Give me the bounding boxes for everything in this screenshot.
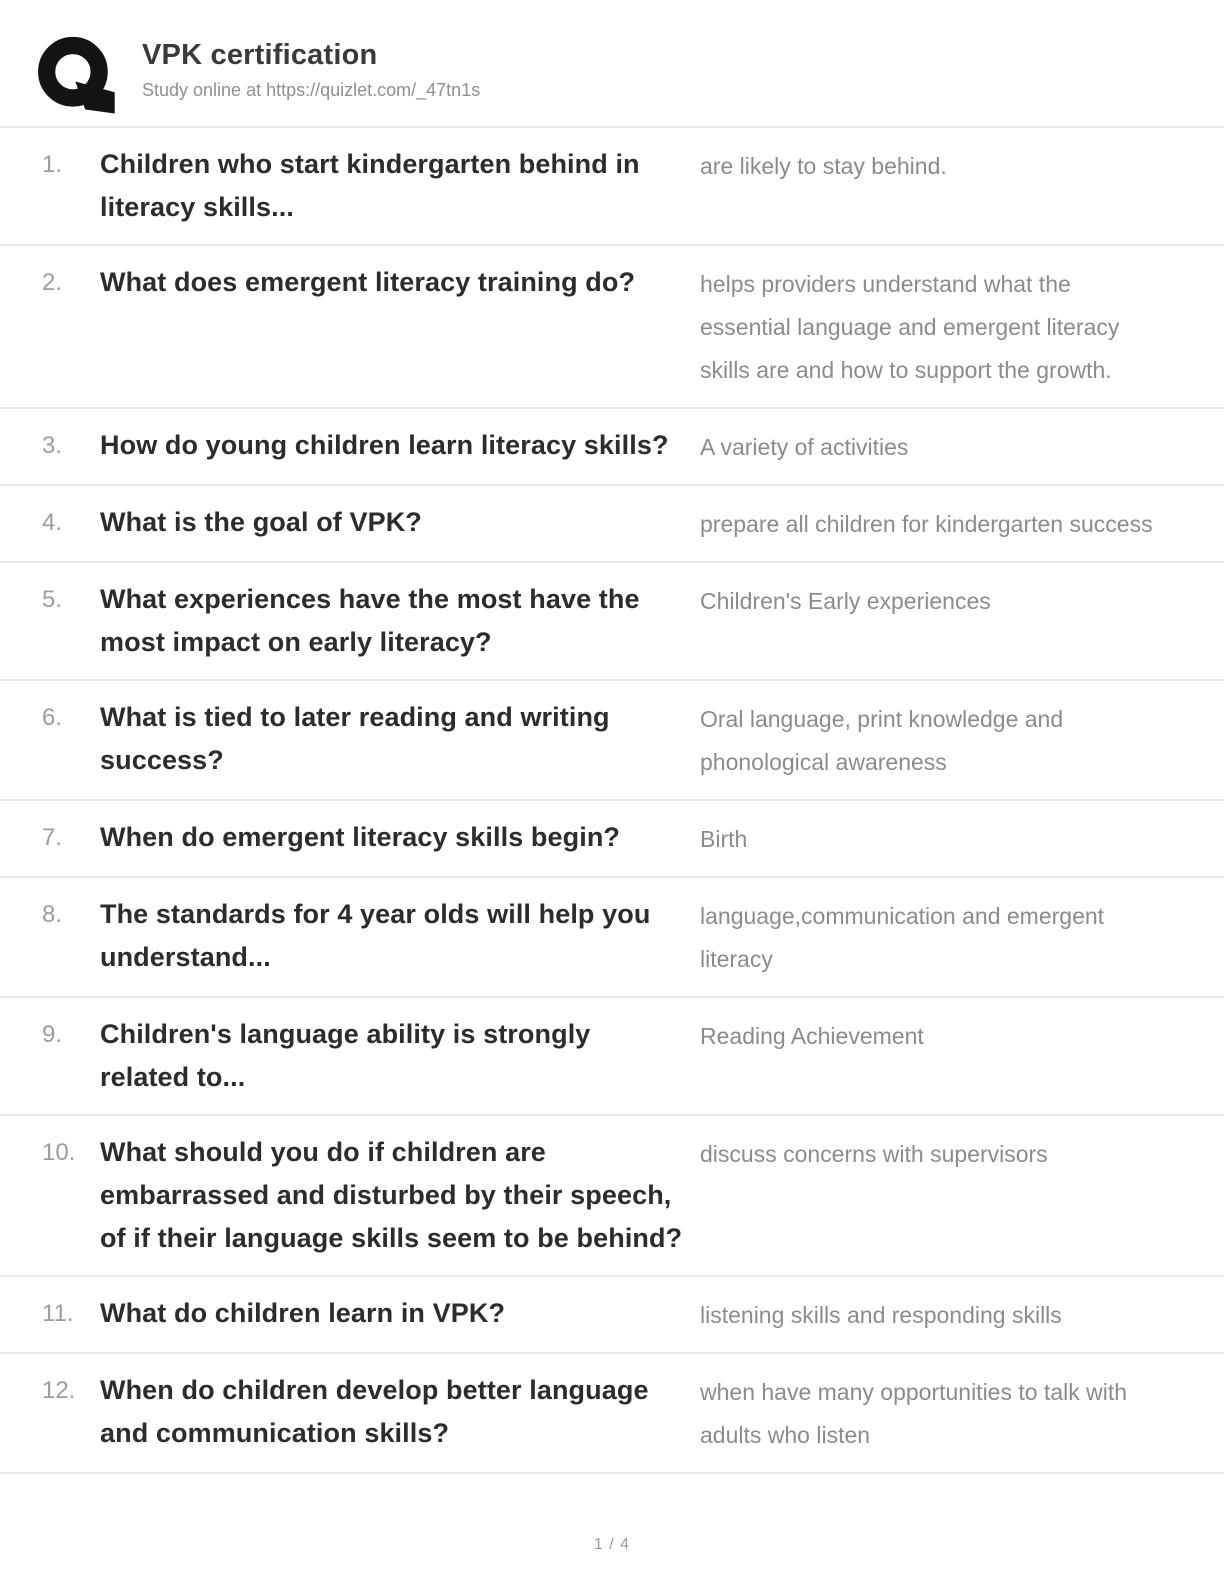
answer-text: Birth [700, 826, 748, 852]
qa-row: 12. When do children develop better lang… [0, 1354, 1224, 1474]
item-number: 1. [42, 151, 63, 178]
qa-row: 10. What should you do if children are e… [0, 1116, 1224, 1277]
answer-text: Oral language, print knowledge and phono… [700, 706, 1064, 775]
qa-row: 6. What is tied to later reading and wri… [0, 681, 1224, 801]
page-title: VPK certification [142, 39, 378, 71]
qa-row: 11. What do children learn in VPK? liste… [0, 1277, 1224, 1354]
quizlet-q-logo-icon [36, 34, 118, 116]
question-text: What should you do if children are embar… [100, 1137, 683, 1253]
qa-row: 5. What experiences have the most have t… [0, 563, 1224, 681]
answer-text: prepare all children for kindergarten su… [700, 511, 1153, 537]
answer-text: A variety of activities [700, 434, 909, 460]
item-number: 11. [42, 1300, 74, 1327]
item-number: 9. [42, 1021, 63, 1048]
question-text: What experiences have the most have the … [100, 584, 640, 657]
question-text: When do emergent literacy skills begin? [100, 822, 621, 852]
qa-list: 1. Children who start kindergarten behin… [0, 128, 1224, 1474]
page-number: 1 / 4 [593, 1536, 631, 1553]
answer-text: Children's Early experiences [700, 588, 991, 614]
qa-row: 3. How do young children learn literacy … [0, 409, 1224, 486]
qa-row: 1. Children who start kindergarten behin… [0, 128, 1224, 246]
title-block: VPK certification Study online at https:… [142, 34, 480, 101]
answer-text: listening skills and responding skills [700, 1302, 1062, 1328]
qa-row: 8. The standards for 4 year olds will he… [0, 878, 1224, 998]
qa-row: 2. What does emergent literacy training … [0, 246, 1224, 409]
qa-row: 9. Children's language ability is strong… [0, 998, 1224, 1116]
question-text: What is the goal of VPK? [100, 507, 422, 537]
question-text: How do young children learn literacy ski… [100, 430, 669, 460]
answer-text: Reading Achievement [700, 1023, 924, 1049]
item-number: 10. [42, 1139, 76, 1166]
question-text: Children's language ability is strongly … [100, 1019, 591, 1092]
question-text: What does emergent literacy training do? [100, 267, 636, 297]
item-number: 5. [42, 586, 63, 613]
answer-text: when have many opportunities to talk wit… [700, 1379, 1128, 1448]
question-text: When do children develop better language… [100, 1375, 649, 1448]
answer-text: discuss concerns with supervisors [700, 1141, 1048, 1167]
answer-text: helps providers understand what the esse… [700, 271, 1120, 383]
item-number: 8. [42, 901, 63, 928]
qa-row: 7. When do emergent literacy skills begi… [0, 801, 1224, 878]
item-number: 2. [42, 269, 63, 296]
question-text: What is tied to later reading and writin… [100, 702, 610, 775]
page-header: VPK certification Study online at https:… [0, 0, 1224, 128]
question-text: Children who start kindergarten behind i… [100, 149, 640, 222]
item-number: 7. [42, 824, 63, 851]
item-number: 6. [42, 704, 63, 731]
answer-text: are likely to stay behind. [700, 153, 947, 179]
question-text: What do children learn in VPK? [100, 1298, 506, 1328]
answer-text: language,communication and emergent lite… [700, 903, 1105, 972]
item-number: 3. [42, 432, 63, 459]
qa-row: 4. What is the goal of VPK? prepare all … [0, 486, 1224, 563]
question-text: The standards for 4 year olds will help … [100, 899, 651, 972]
study-online-url: Study online at https://quizlet.com/_47t… [142, 80, 481, 100]
item-number: 4. [42, 509, 63, 536]
item-number: 12. [42, 1377, 76, 1404]
